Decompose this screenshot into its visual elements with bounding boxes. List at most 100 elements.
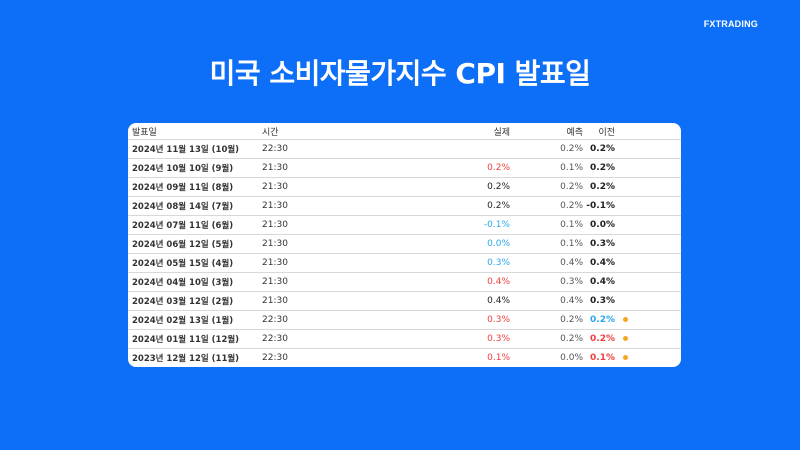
time-cell: 22:30 [258, 329, 465, 349]
header-time[interactable]: 시간 [258, 123, 465, 140]
cpi-release-table-card: 발표일 시간 실제 예측 이전 2024년 11월 13일 (10월) 22:30… [128, 123, 681, 367]
spacer-cell [510, 234, 528, 254]
table-row[interactable]: 2024년 09월 11일 (8월) 21:30 0.2% 0.2% 0.2% [128, 177, 681, 197]
table-row[interactable]: 2024년 08월 14일 (7월) 21:30 0.2% 0.2% -0.1% [128, 196, 681, 216]
actual-value-cell: -0.1% [465, 215, 510, 235]
spacer-cell [510, 253, 528, 273]
indicator-cell [615, 291, 681, 311]
previous-value-cell: -0.1% [583, 196, 615, 216]
previous-value-cell: 0.4% [583, 253, 615, 273]
table-row[interactable]: 2024년 10월 10일 (9월) 21:30 0.2% 0.1% 0.2% [128, 158, 681, 178]
spacer-cell [510, 291, 528, 311]
indicator-cell [615, 196, 681, 216]
actual-value-cell: 0.2% [465, 196, 510, 216]
release-date-cell: 2023년 12월 12일 (11월) [132, 354, 240, 364]
orange-dot-icon [623, 355, 628, 360]
header-forecast[interactable]: 예측 [528, 123, 583, 140]
spacer-cell [510, 272, 528, 292]
page-title: 미국 소비자물가지수 CPI 발표일 [209, 57, 591, 90]
release-date-cell: 2024년 11월 13일 (10월) [128, 139, 258, 159]
indicator-cell [615, 253, 681, 273]
forecast-value-cell: 0.2% [528, 139, 583, 159]
time-cell: 21:30 [258, 272, 465, 292]
time-cell: 22:30 [258, 139, 465, 159]
release-date-cell: 2024년 06월 12일 (5월) [128, 234, 258, 254]
time-cell: 21:30 [258, 158, 465, 178]
release-date-cell: 2024년 04월 10일 (3월) [128, 272, 258, 292]
orange-dot-icon [623, 336, 628, 341]
header-spacer [510, 123, 528, 140]
previous-value-cell: 0.3% [583, 291, 615, 311]
release-date-cell: 2024년 01월 11일 (12월) [128, 329, 258, 349]
release-date-cell: 2024년 09월 11일 (8월) [128, 177, 258, 197]
table-row[interactable]: 2024년 11월 13일 (10월) 22:30 0.2% 0.2% [128, 139, 681, 159]
indicator-cell [615, 177, 681, 197]
brand-logo: FXTRADING [703, 19, 758, 29]
indicator-cell [615, 139, 681, 159]
indicator-cell [615, 310, 681, 330]
forecast-value-cell: 0.1% [528, 215, 583, 235]
actual-value-cell: 0.4% [465, 272, 510, 292]
indicator-cell [615, 215, 681, 235]
actual-value-cell: 0.1% [487, 353, 510, 363]
forecast-value-cell: 0.2% [528, 310, 583, 330]
forecast-value-cell: 0.2% [528, 177, 583, 197]
table-row[interactable]: 2024년 01월 11일 (12월) 22:30 0.3% 0.2% 0.2% [128, 329, 681, 349]
forecast-value-cell: 0.2% [528, 329, 583, 349]
indicator-cell [615, 329, 681, 349]
indicator-cell [615, 349, 681, 368]
time-cell: 21:30 [258, 234, 465, 254]
actual-value-cell [465, 139, 510, 159]
actual-value-cell: 0.3% [465, 329, 510, 349]
table-row[interactable]: 2024년 06월 12일 (5월) 21:30 0.0% 0.1% 0.3% [128, 234, 681, 254]
spacer-cell [510, 310, 528, 330]
header-actual[interactable]: 실제 [465, 123, 510, 140]
spacer-cell [510, 196, 528, 216]
forecast-value-cell: 0.1% [528, 158, 583, 178]
time-cell: 21:30 [258, 177, 465, 197]
table-row[interactable]: 2024년 02월 13일 (1월) 22:30 0.3% 0.2% 0.2% [128, 310, 681, 330]
indicator-cell [615, 234, 681, 254]
release-date-cell: 2024년 05월 15일 (4월) [128, 253, 258, 273]
forecast-value-cell: 0.4% [528, 253, 583, 273]
release-date-cell: 2024년 10월 10일 (9월) [128, 158, 258, 178]
spacer-cell [510, 177, 528, 197]
previous-value-cell: 0.2% [583, 139, 615, 159]
table-row[interactable]: 2024년 07월 11일 (6월) 21:30 -0.1% 0.1% 0.0% [128, 215, 681, 235]
header-previous[interactable]: 이전 [583, 123, 615, 140]
forecast-value-cell: 0.0% [560, 353, 583, 363]
table-row[interactable]: 2024년 03월 12일 (2월) 21:30 0.4% 0.4% 0.3% [128, 291, 681, 311]
previous-value-cell: 0.2% [583, 177, 615, 197]
spacer-cell [510, 139, 528, 159]
forecast-value-cell: 0.1% [528, 234, 583, 254]
table-row[interactable]: 2024년 05월 15일 (4월) 21:30 0.3% 0.4% 0.4% [128, 253, 681, 273]
forecast-value-cell: 0.4% [528, 291, 583, 311]
time-cell: 21:30 [258, 196, 465, 216]
forecast-value-cell: 0.3% [528, 272, 583, 292]
spacer-cell [510, 349, 528, 368]
actual-value-cell: 0.3% [465, 310, 510, 330]
table-row[interactable]: 2024년 04월 10일 (3월) 21:30 0.4% 0.3% 0.4% [128, 272, 681, 292]
cpi-release-table: 발표일 시간 실제 예측 이전 2024년 11월 13일 (10월) 22:30… [128, 123, 681, 367]
spacer-cell [510, 215, 528, 235]
indicator-cell [615, 158, 681, 178]
previous-value-cell: 0.1% [590, 353, 615, 363]
table-row[interactable]: 2023년 12월 12일 (11월) 22:30 0.1% 0.0% 0.1% [128, 349, 681, 368]
header-dot-spacer [615, 123, 681, 140]
actual-value-cell: 0.2% [465, 158, 510, 178]
previous-value-cell: 0.2% [583, 329, 615, 349]
time-cell: 21:30 [258, 215, 465, 235]
indicator-cell [615, 272, 681, 292]
orange-dot-icon [623, 317, 628, 322]
header-release-date[interactable]: 발표일 [128, 123, 258, 140]
release-date-cell: 2024년 02월 13일 (1월) [128, 310, 258, 330]
time-cell: 21:30 [258, 291, 465, 311]
forecast-value-cell: 0.2% [528, 196, 583, 216]
previous-value-cell: 0.2% [583, 158, 615, 178]
time-cell: 21:30 [258, 253, 465, 273]
previous-value-cell: 0.0% [583, 215, 615, 235]
spacer-cell [510, 329, 528, 349]
previous-value-cell: 0.3% [583, 234, 615, 254]
release-date-cell: 2024년 07월 11일 (6월) [128, 215, 258, 235]
previous-value-cell: 0.2% [583, 310, 615, 330]
